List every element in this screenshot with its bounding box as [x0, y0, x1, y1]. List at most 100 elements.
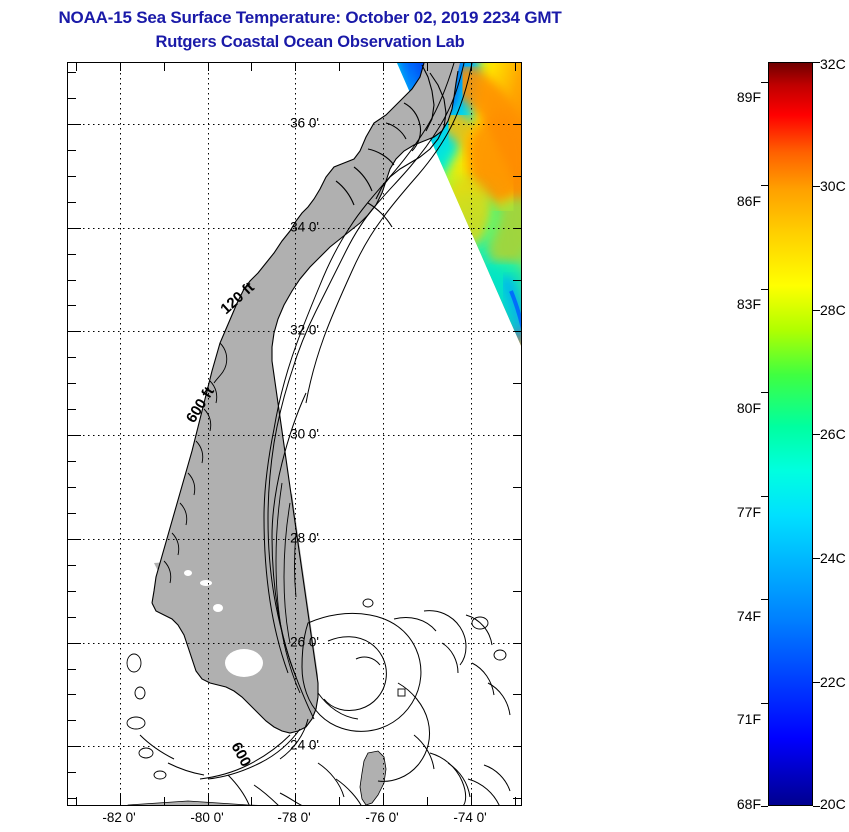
tick-right	[513, 643, 521, 645]
lake-small-1	[213, 604, 223, 612]
land-cuba-strip	[127, 800, 259, 805]
tick-bottom	[76, 797, 78, 805]
tick-right	[513, 694, 521, 696]
lat-label-26: 26 0'	[290, 634, 319, 650]
tick-bottom	[208, 793, 210, 805]
gridline-lon--80	[208, 63, 209, 805]
tick-left	[68, 669, 76, 671]
tick-left	[68, 435, 81, 437]
colorbar-label-30c: 30C	[820, 178, 846, 194]
colorbar-label-22c: 22C	[820, 674, 846, 690]
tick-bottom	[427, 797, 429, 805]
gridline-lat-24	[68, 746, 521, 747]
colorbar-label-74f: 74F	[736, 608, 761, 624]
lon-label--78: -78 0'	[277, 810, 311, 825]
tick-left	[68, 202, 76, 204]
tick-top	[471, 63, 473, 71]
colorbar-tick-f	[761, 806, 768, 808]
page-title: NOAA-15 Sea Surface Temperature: October…	[0, 6, 620, 54]
lat-label-32: 32 0'	[290, 322, 319, 338]
tick-left	[68, 357, 76, 359]
tick-left	[68, 254, 76, 256]
tick-right	[513, 746, 521, 748]
colorbar-tick-f	[761, 496, 768, 498]
lake-small-3	[184, 570, 192, 576]
gridline-lat-36	[68, 124, 521, 125]
tick-left	[68, 72, 76, 74]
tick-top	[208, 63, 210, 71]
tick-right	[513, 435, 521, 437]
tick-left	[68, 150, 76, 152]
colorbar-label-32c: 32C	[820, 56, 846, 72]
tick-left	[68, 798, 76, 800]
lat-label-36: 36 0'	[290, 115, 319, 131]
tick-left	[68, 280, 76, 282]
lake-small-2	[200, 580, 212, 586]
colorbar-tick-c	[813, 434, 820, 436]
gridline-lon--76	[383, 63, 384, 805]
tick-top	[251, 63, 253, 71]
tick-right	[513, 331, 521, 333]
tick-right	[513, 798, 521, 800]
tick-left	[68, 124, 81, 126]
colorbar-tick-c	[813, 682, 820, 684]
title-line-1: NOAA-15 Sea Surface Temperature: October…	[58, 8, 562, 27]
tick-bottom	[515, 797, 517, 805]
lake-okeechobee	[225, 649, 263, 677]
colorbar-tick-f	[761, 703, 768, 705]
tick-top	[339, 63, 341, 71]
tick-top	[164, 63, 166, 71]
tick-right	[513, 124, 521, 126]
title-line-2: Rutgers Coastal Ocean Observation Lab	[155, 33, 465, 51]
tick-top	[427, 63, 429, 71]
gridline-lon--82	[120, 63, 121, 805]
gridline-lat-34	[68, 228, 521, 229]
tick-right	[513, 280, 521, 282]
lon-label--74: -74 0'	[453, 810, 487, 825]
map-plot-area[interactable]: 120 ft 600 ft 600	[67, 62, 522, 806]
colorbar-tick-f	[761, 289, 768, 291]
map-canvas: 120 ft 600 ft 600	[68, 63, 521, 805]
tick-right	[513, 539, 521, 541]
land-florida	[154, 493, 318, 723]
tick-left	[68, 513, 76, 515]
florida-keys	[139, 718, 309, 780]
colorbar-tick-c	[813, 310, 820, 312]
colorbar-tick-c	[813, 558, 820, 560]
tick-bottom	[164, 797, 166, 805]
colorbar-label-68f: 68F	[736, 796, 761, 812]
tick-left	[68, 461, 76, 463]
colorbar-label-24c: 24C	[820, 550, 846, 566]
colorbar-tick-c	[813, 186, 820, 188]
colorbar-tick-c	[813, 62, 820, 64]
tick-left	[68, 176, 76, 178]
gridline-lon--78	[295, 63, 296, 805]
colorbar-label-77f: 77F	[736, 504, 761, 520]
gridline-lat-26	[68, 643, 521, 644]
tick-left	[68, 487, 76, 489]
outer-banks	[335, 64, 447, 228]
colorbar-tick-c	[813, 806, 820, 808]
lat-label-28: 28 0'	[290, 530, 319, 546]
tick-left	[68, 228, 81, 230]
lon-label--76: -76 0'	[365, 810, 399, 825]
tick-right	[513, 228, 521, 230]
colorbar-label-26c: 26C	[820, 426, 846, 442]
tick-left	[68, 746, 81, 748]
gridline-lat-30	[68, 435, 521, 436]
coastline-path	[151, 63, 459, 734]
tick-left	[68, 694, 76, 696]
colorbar-label-83f: 83F	[736, 296, 761, 312]
colorbar-tick-f	[761, 599, 768, 601]
coastline-and-land-layer	[68, 63, 511, 805]
lon-label--82: -82 0'	[102, 810, 136, 825]
colorbar[interactable]: 32C 30C 28C 26C 24C 22C 20C 89F 86F 83F …	[737, 56, 846, 812]
tick-top	[295, 63, 297, 71]
tick-right	[513, 176, 521, 178]
tick-left	[68, 643, 81, 645]
shoreline-detail-se	[163, 342, 228, 584]
tick-left	[68, 539, 81, 541]
bahama-banks	[227, 610, 511, 805]
tick-bottom	[120, 793, 122, 805]
colorbar-label-20c: 20C	[820, 796, 846, 812]
